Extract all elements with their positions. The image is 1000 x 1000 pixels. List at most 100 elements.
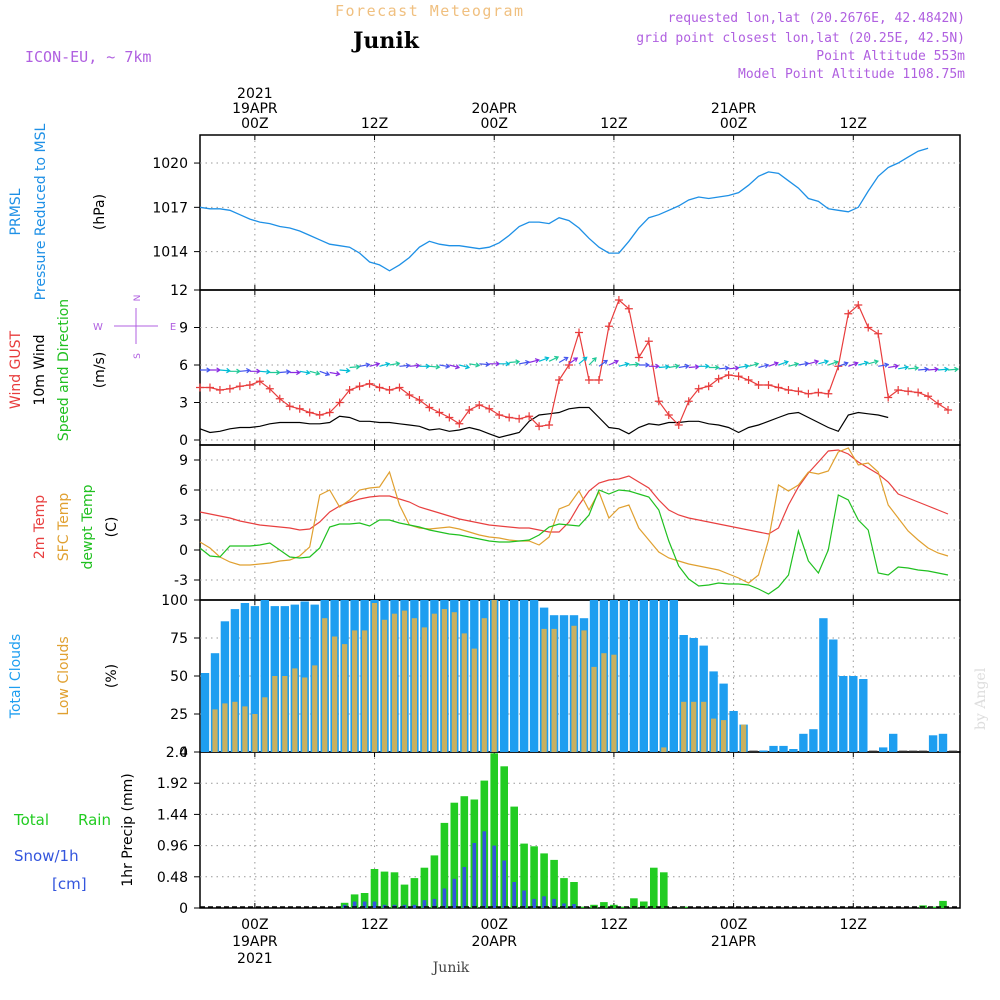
wind-direction-arrow [339,367,351,374]
wind-direction-arrow [399,362,411,369]
low-clouds-label: Low Clouds [56,636,72,715]
wind-direction-arrow [618,361,630,368]
total-clouds-bar [220,621,230,752]
rain-bar [460,796,469,908]
low-clouds-bar [681,701,687,752]
total-clouds-bar [659,600,668,752]
rain-bar [490,753,498,908]
wind-direction-arrow [668,363,680,369]
rain-bar [630,898,638,909]
rain-bar [440,822,449,908]
wind-gust-marker [784,386,793,394]
y-tick-label: 0.48 [157,870,188,886]
model-label: ICON-EU, ~ 7km [25,48,151,66]
top-time-label: 20APR [471,101,517,117]
wind-gust-marker [435,408,444,417]
rain-bar [660,872,668,909]
low-clouds-bar [272,676,278,752]
wind-gust-marker [794,387,803,396]
low-clouds-bar [302,677,308,752]
wind-gust-marker [275,394,284,403]
wind-direction-arrow [628,361,640,368]
wind-gust-marker [385,386,394,394]
y-tick-label: 0 [179,543,188,559]
low-clouds-bar [461,633,467,752]
wind-direction-arrow [219,367,232,374]
wind-gust-marker [844,309,853,318]
wind-direction-arrow [509,359,521,365]
wind-direction-arrow [658,364,670,370]
y-tick-label: 1017 [152,200,188,216]
low-clouds-bar [551,628,557,752]
y-tick-label: -3 [174,573,188,589]
wind-direction-arrow [788,361,800,368]
credit-watermark: by Angel [973,667,989,730]
temp-dewpt-line [199,489,949,595]
low-clouds-bar [711,718,717,752]
point-altitude: Point Altitude 553m [816,49,965,64]
compass-south-label: S [133,353,143,359]
low-clouds-bar [431,613,437,752]
wind-gust-marker [664,411,673,419]
pressure-line [199,147,929,272]
snow-bar [512,882,516,908]
total-clouds-bar [649,600,658,752]
low-clouds-bar [242,706,248,752]
wind-gust-marker [754,381,763,389]
wind-direction-arrow [608,359,620,366]
snow-bar [572,904,576,908]
wind-direction-arrow [728,365,740,371]
y-tick-label: 3 [179,396,188,412]
temp-unit: (C) [104,517,120,538]
pressure-unit: (hPa) [92,194,108,230]
wind-direction-arrow [748,361,760,368]
y-tick-label: 0 [179,901,188,917]
bottom-time-label: 00Z [481,917,508,933]
wind-direction-arrow [459,364,471,370]
total-clouds-bar [699,645,708,752]
y-tick-label: 12 [170,283,188,299]
rain-bar [420,867,429,908]
rain-bar [430,855,439,908]
bottom-time-label: 00Z [241,917,268,933]
top-time-label: 19APR [232,101,278,117]
panel-frame-precipitation [199,751,961,909]
low-clouds-bar [701,701,707,752]
total-clouds-bar [938,733,948,752]
wind-gust-marker [235,382,244,391]
wind-gust-marker [874,329,883,338]
low-clouds-bar [252,714,258,752]
top-time-label: 2021 [237,86,273,102]
wind-direction-arrow [429,364,441,370]
wind-direction-arrow [519,359,531,366]
rain-bar [929,906,937,908]
total-clouds-bar [859,679,868,752]
pressure-label-prmsl: PRMSL [8,188,24,235]
wind-gust-marker [555,376,564,384]
total-clouds-bar [679,635,688,752]
wind-gust-marker [535,422,544,431]
top-time-label: 12Z [600,116,627,132]
wind-unit: (m/s) [92,352,108,389]
precip-total-label: Total [13,811,49,829]
low-clouds-bar [721,720,727,752]
low-clouds-bar [611,654,617,752]
wind-direction-arrow [848,361,859,367]
rain-bar [410,878,419,908]
snow-bar [542,896,546,908]
wind-direction-arrow [449,364,461,370]
wind-direction-arrow [928,366,940,373]
snow-bar [562,903,566,908]
temp-2m-line [199,449,949,535]
wind-direction-arrow [528,358,540,364]
wind-gust-marker [684,397,693,406]
wind-gust-marker [944,406,953,414]
y-tick-label: 0 [179,433,188,449]
low-clouds-bar [282,676,288,752]
wind-speed-line [199,406,889,439]
wind-direction-arrow [868,359,879,365]
low-clouds-bar [441,609,447,752]
clouds-unit: (%) [104,664,120,688]
snow-bar [552,898,556,908]
wind-gust-marker [864,323,873,332]
